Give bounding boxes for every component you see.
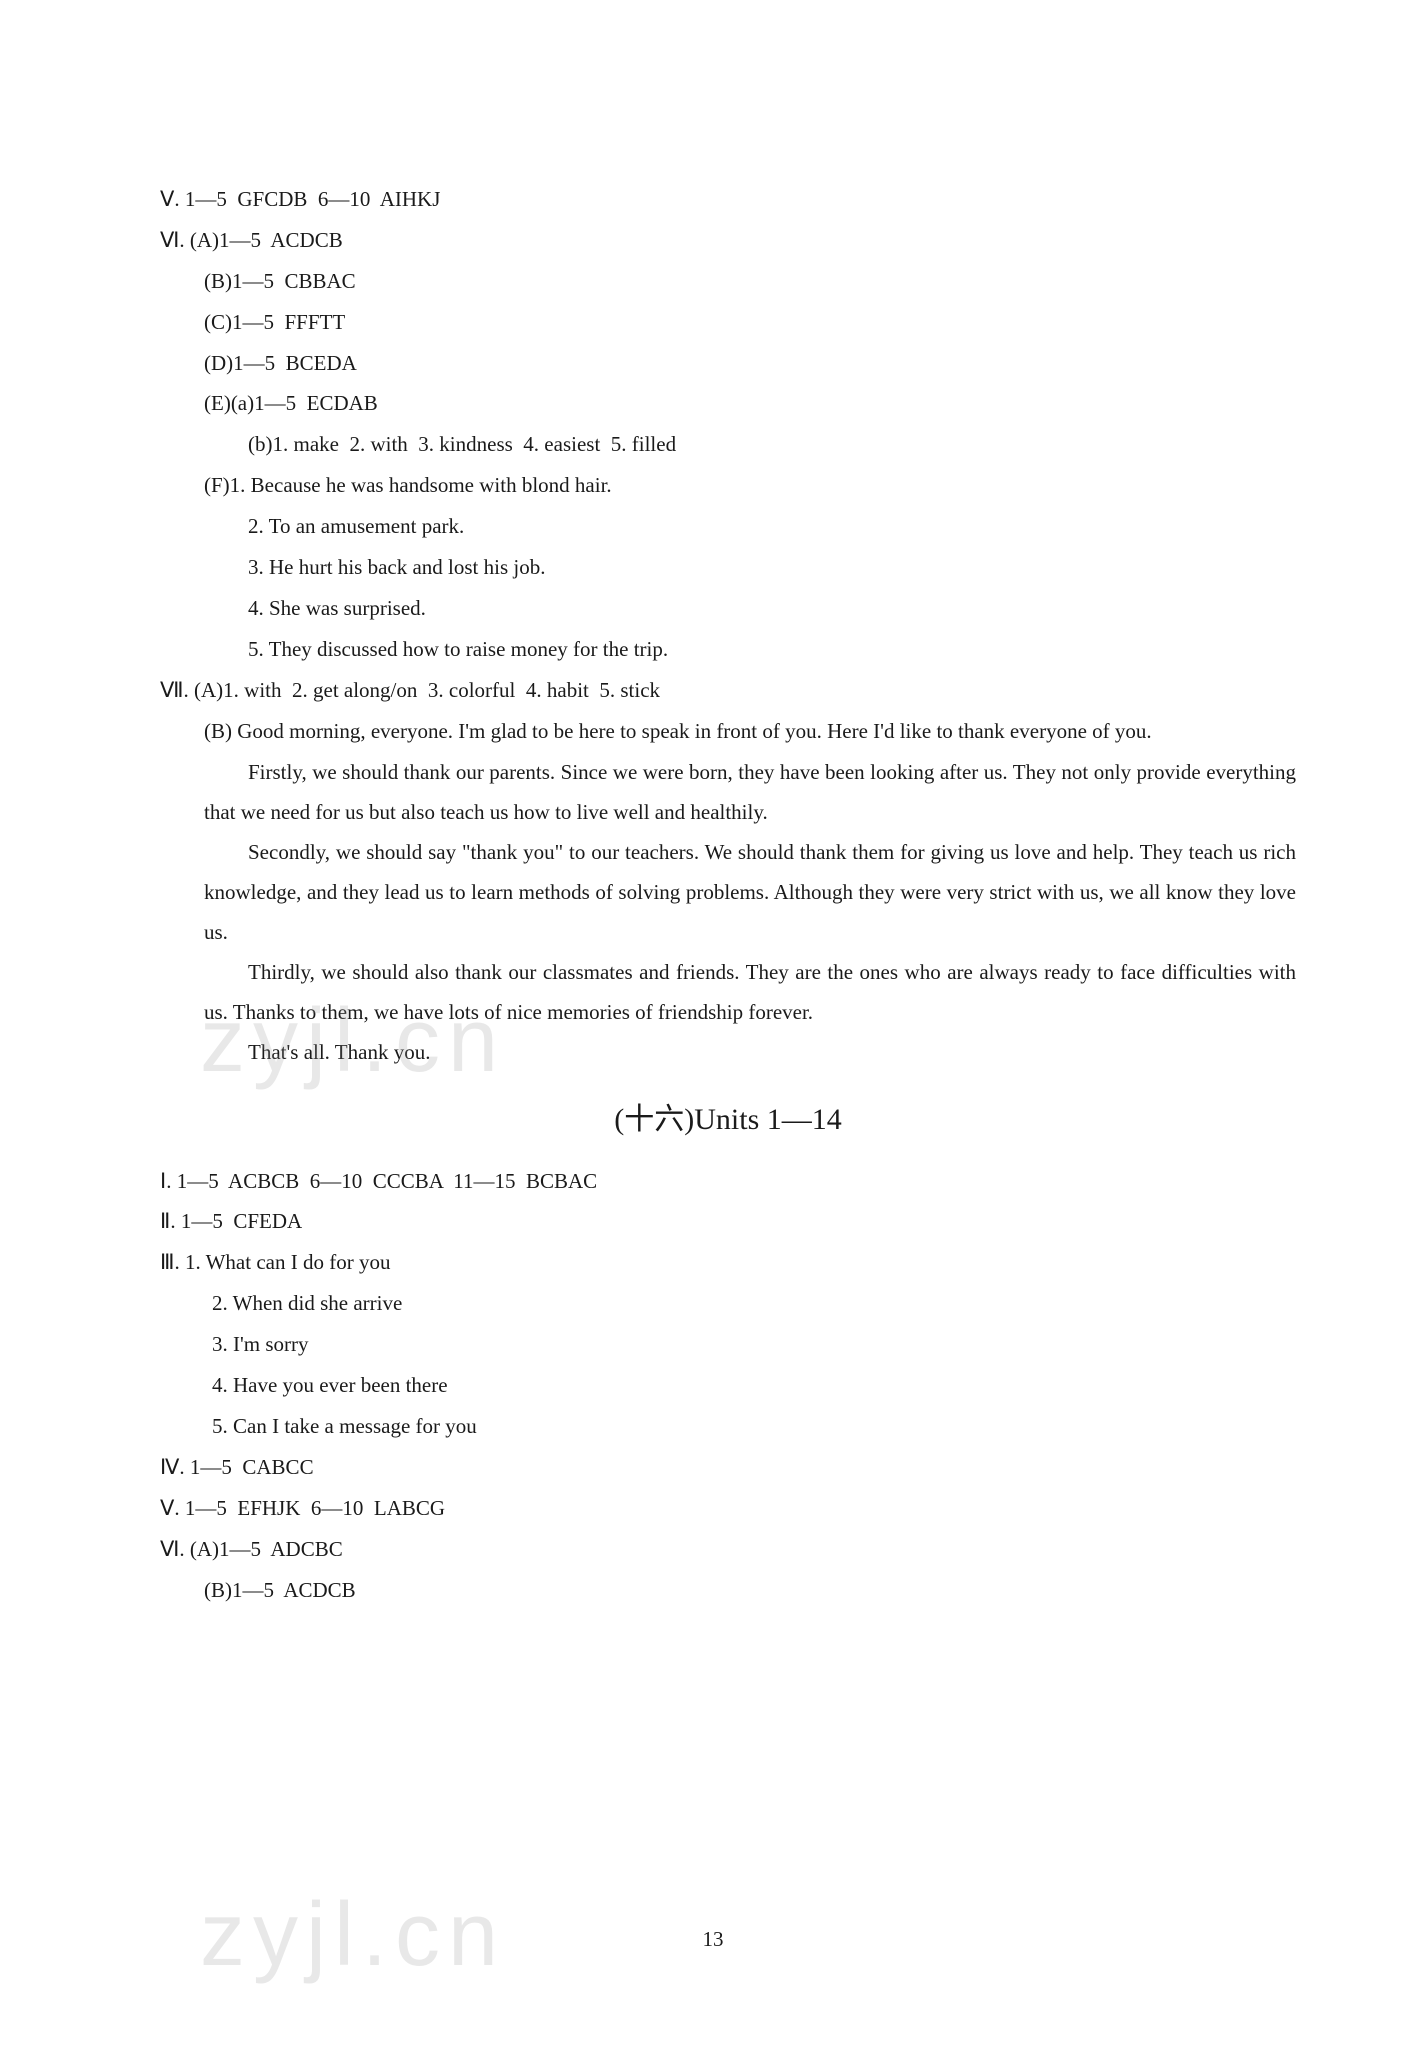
answer-line: 4. Have you ever been there (160, 1366, 1296, 1406)
answer-line: Ⅴ. 1—5 EFHJK 6—10 LABCG (160, 1489, 1296, 1529)
answer-line: 2. To an amusement park. (160, 507, 1296, 547)
answer-line: Ⅴ. 1—5 GFCDB 6—10 AIHKJ (160, 180, 1296, 220)
essay-paragraph: (B) Good morning, everyone. I'm glad to … (160, 712, 1296, 752)
answer-line: 2. When did she arrive (160, 1284, 1296, 1324)
answer-line: (E)(a)1—5 ECDAB (160, 384, 1296, 424)
answer-line: 5. They discussed how to raise money for… (160, 630, 1296, 670)
answer-line: 5. Can I take a message for you (160, 1407, 1296, 1447)
answer-line: Ⅲ. 1. What can I do for you (160, 1243, 1296, 1283)
essay-paragraph: Secondly, we should say "thank you" to o… (160, 833, 1296, 953)
essay-paragraph: That's all. Thank you. (160, 1033, 1296, 1073)
answer-line: (b)1. make 2. with 3. kindness 4. easies… (160, 425, 1296, 465)
answer-line: Ⅳ. 1—5 CABCC (160, 1448, 1296, 1488)
answer-line: Ⅶ. (A)1. with 2. get along/on 3. colorfu… (160, 671, 1296, 711)
answer-line: 4. She was surprised. (160, 589, 1296, 629)
answer-line: (C)1—5 FFFTT (160, 303, 1296, 343)
answer-line: (B)1—5 CBBAC (160, 262, 1296, 302)
answer-line: (D)1—5 BCEDA (160, 344, 1296, 384)
page-number: 13 (0, 1927, 1426, 1952)
answer-line: Ⅵ. (A)1—5 ADCBC (160, 1530, 1296, 1570)
answer-line: Ⅰ. 1—5 ACBCB 6—10 CCCBA 11—15 BCBAC (160, 1162, 1296, 1202)
document-content: Ⅴ. 1—5 GFCDB 6—10 AIHKJ Ⅵ. (A)1—5 ACDCB … (160, 180, 1296, 1610)
answer-line: Ⅱ. 1—5 CFEDA (160, 1202, 1296, 1242)
answer-line: 3. He hurt his back and lost his job. (160, 548, 1296, 588)
essay-paragraph: Firstly, we should thank our parents. Si… (160, 753, 1296, 833)
answer-line: (F)1. Because he was handsome with blond… (160, 466, 1296, 506)
answer-line: 3. I'm sorry (160, 1325, 1296, 1365)
answer-line: Ⅵ. (A)1—5 ACDCB (160, 221, 1296, 261)
section-title: (十六)Units 1—14 (160, 1091, 1296, 1148)
essay-paragraph: Thirdly, we should also thank our classm… (160, 953, 1296, 1033)
answer-line: (B)1—5 ACDCB (160, 1571, 1296, 1611)
